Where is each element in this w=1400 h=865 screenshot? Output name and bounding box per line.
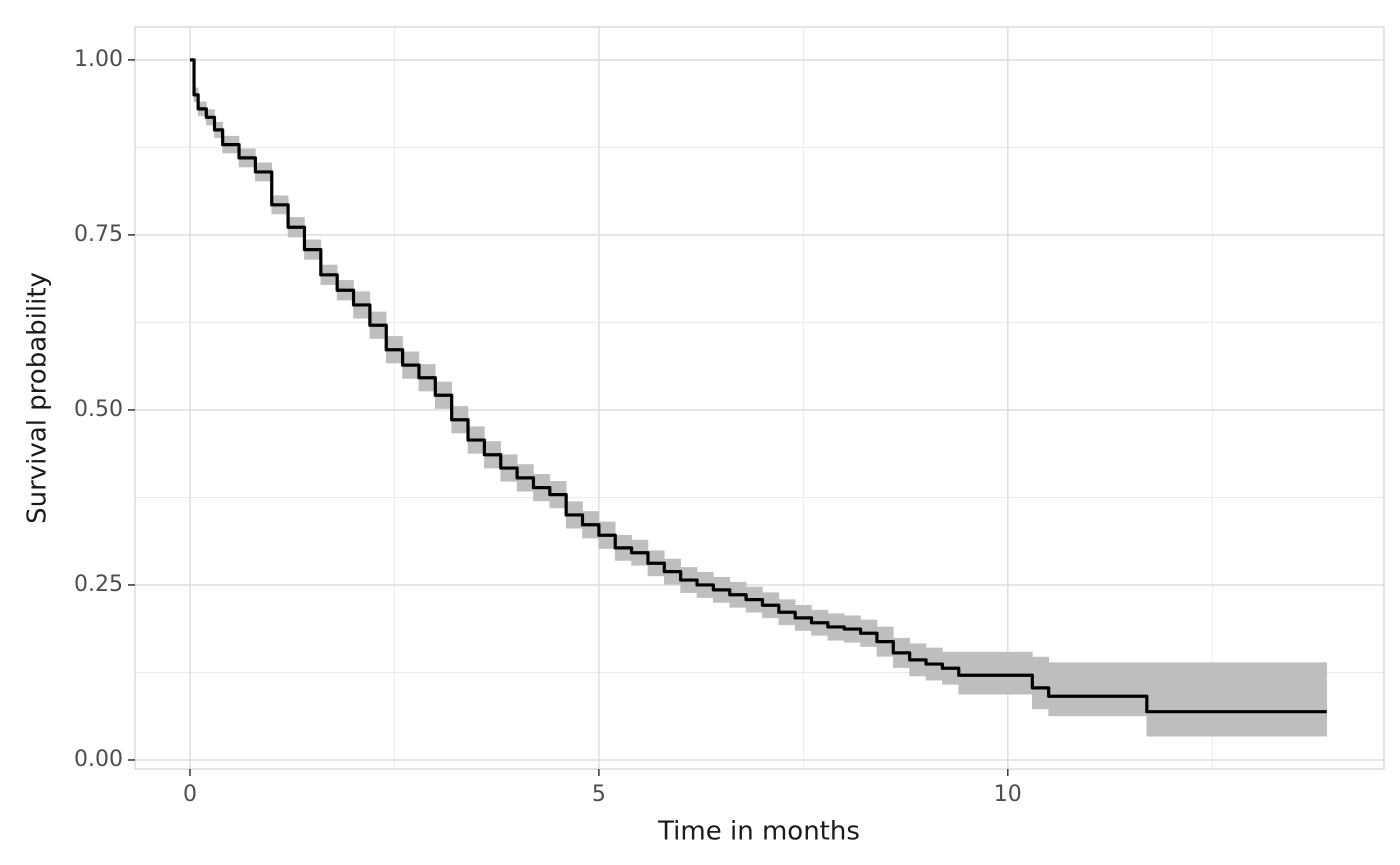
y-tick-label: 0.00 (74, 747, 123, 772)
axes: 0 5 10 0.00 0.25 0.50 0.75 1.00 (74, 47, 1022, 807)
y-tick-label: 0.75 (74, 222, 123, 247)
y-tick-label: 1.00 (74, 47, 123, 72)
confidence-band (1146, 662, 1328, 737)
y-tick-label: 0.50 (74, 397, 123, 422)
panel-border (134, 26, 1385, 770)
plot-area (189, 58, 1328, 737)
y-tick-label: 0.25 (74, 572, 123, 597)
x-axis-title: Time in months (657, 817, 860, 847)
confidence-band (958, 651, 1033, 695)
confidence-band (1048, 662, 1148, 717)
x-tick-label: 5 (592, 782, 606, 807)
survival-curve (189, 58, 1327, 714)
confidence-band (1032, 656, 1049, 710)
x-tick-label: 10 (994, 782, 1022, 807)
x-tick-label: 0 (183, 782, 197, 807)
grid (135, 27, 1384, 769)
y-axis-title: Survival probability (23, 272, 53, 524)
